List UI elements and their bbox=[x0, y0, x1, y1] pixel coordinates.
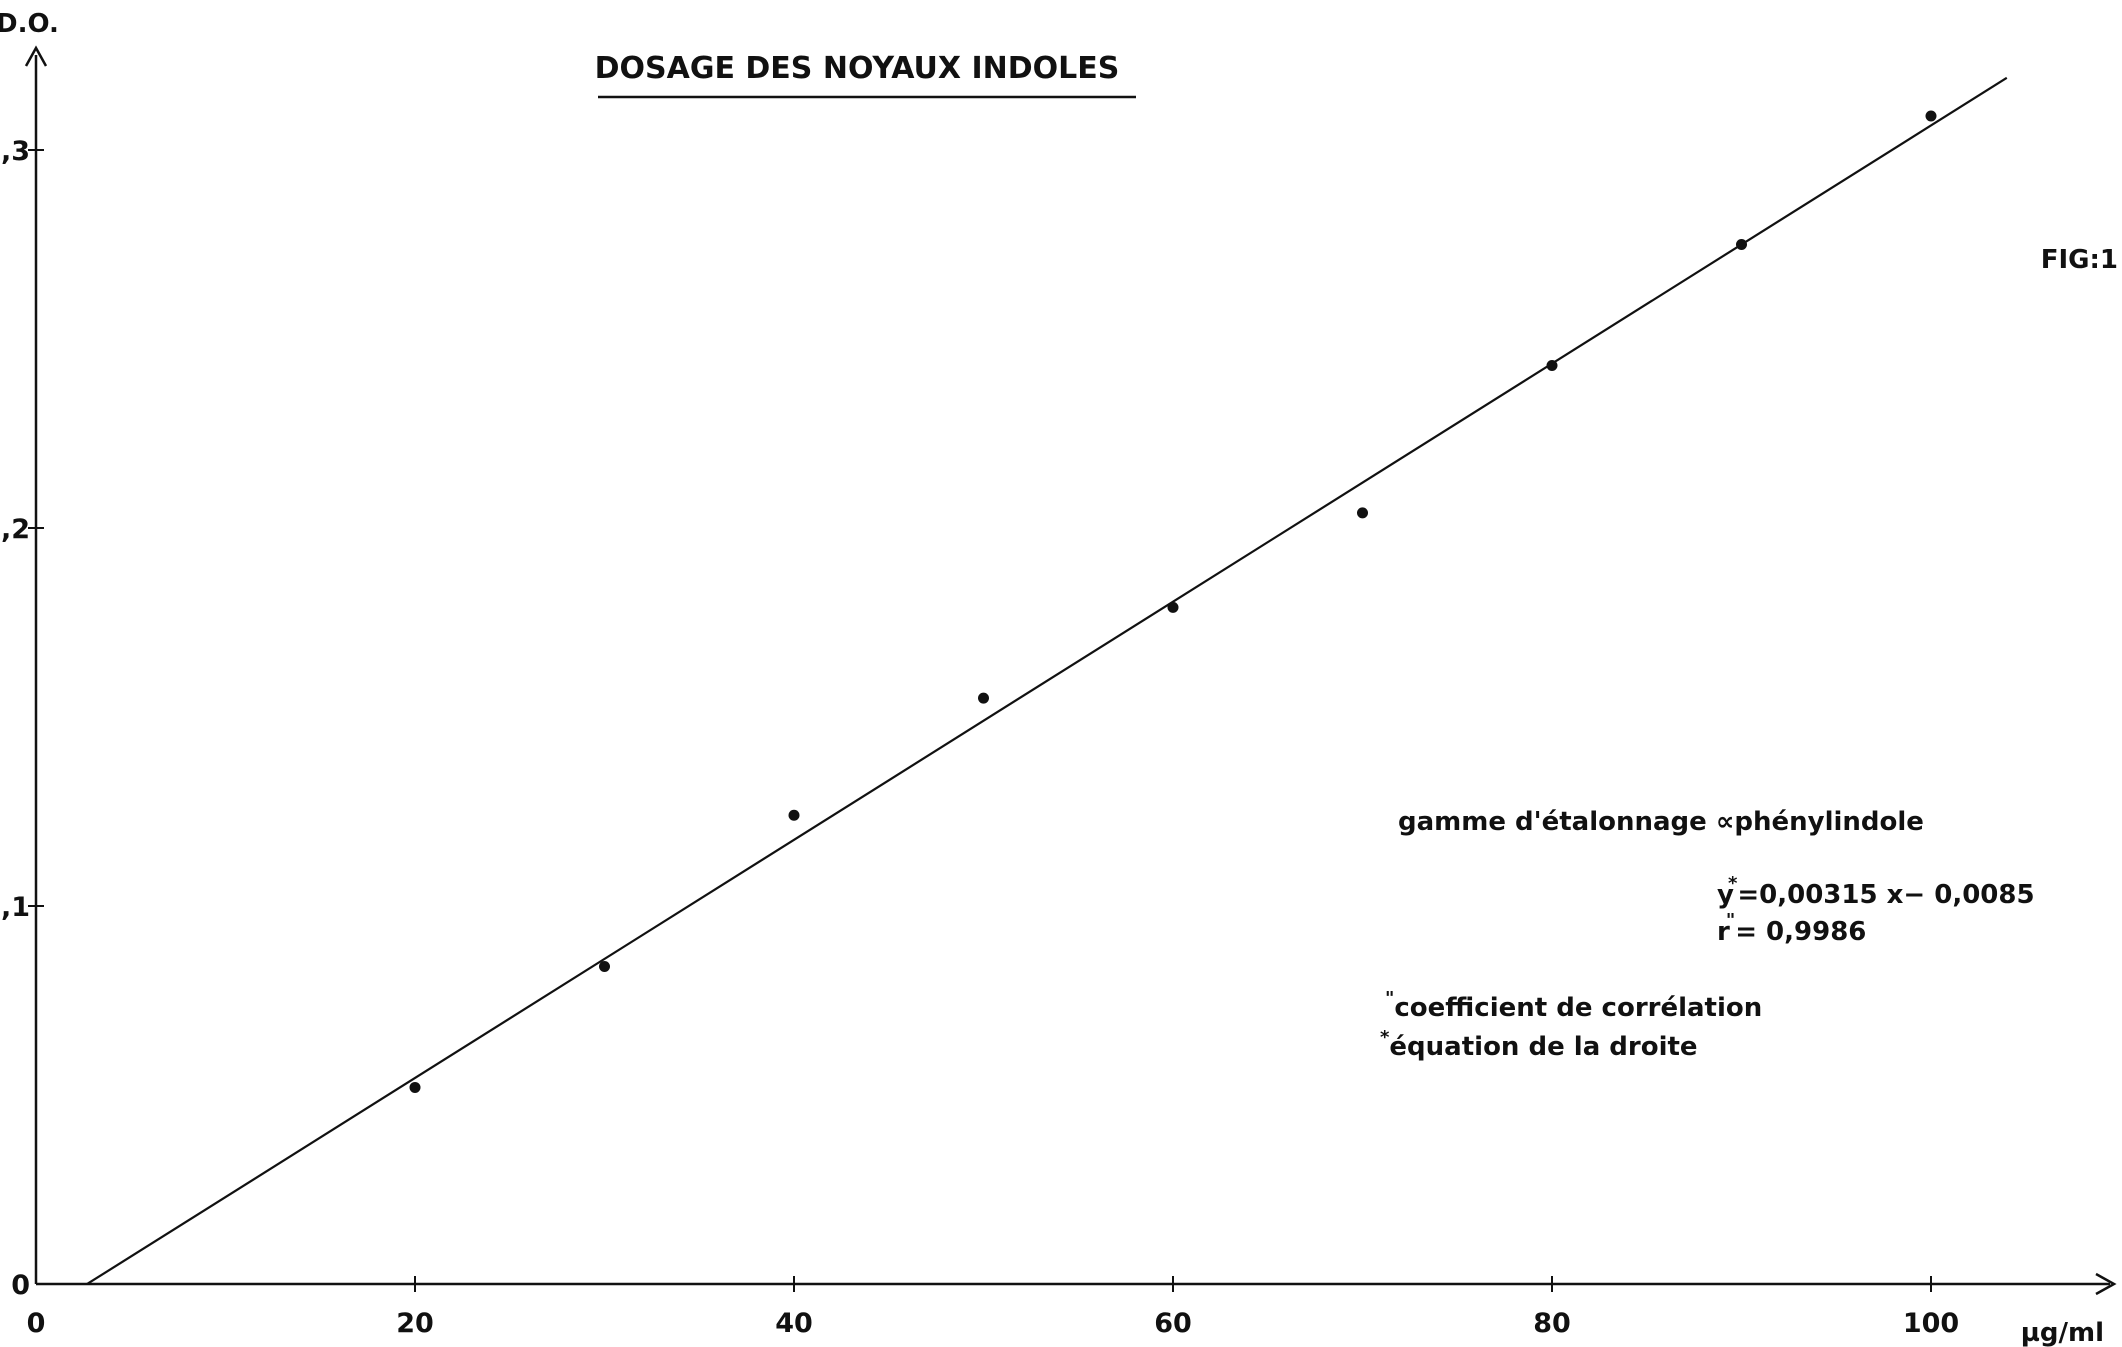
fit-line-group bbox=[86, 76, 2008, 1285]
correlation-text: = 0,9986 bbox=[1735, 917, 1866, 947]
x-tick-label: 20 bbox=[396, 1308, 434, 1339]
equation-y: y bbox=[1717, 880, 1734, 910]
x-tick-label: 0 bbox=[27, 1308, 46, 1339]
correlation-mark: " bbox=[1726, 910, 1735, 931]
x-tick-label: 80 bbox=[1533, 1308, 1571, 1339]
data-point bbox=[1925, 110, 1937, 122]
correlation-r: r bbox=[1717, 917, 1730, 947]
figure-label: FIG:1 bbox=[2041, 245, 2118, 275]
calibration-caption: gamme d'étalonnage ∝phénylindole bbox=[1398, 807, 1924, 837]
legend-equation-text: équation de la droite bbox=[1389, 1032, 1697, 1062]
data-point bbox=[1546, 359, 1558, 371]
equation-text: =0,00315 x− 0,0085 bbox=[1737, 880, 2034, 910]
equation-star: * bbox=[1728, 873, 1738, 894]
chart-title: DOSAGE DES NOYAUX INDOLES bbox=[595, 51, 1120, 86]
data-point bbox=[978, 692, 989, 704]
y-tick-label: ,1 bbox=[1, 892, 30, 923]
legend-correlation: "coefficient de corrélation bbox=[1385, 988, 1762, 1023]
data-point bbox=[1736, 239, 1747, 250]
y-axis-arrow-icon bbox=[24, 45, 48, 67]
x-tick-label: 60 bbox=[1154, 1308, 1192, 1339]
legend-correlation-text: coefficient de corrélation bbox=[1394, 993, 1762, 1023]
y-axis-label: D.O. bbox=[0, 9, 59, 39]
x-axis-label: µg/ml bbox=[2021, 1318, 2104, 1347]
equation-line: y*=0,00315 x− 0,0085 bbox=[1717, 873, 2035, 910]
correlation-line: r"= 0,9986 bbox=[1717, 910, 1866, 947]
ticks-group: 0 20 40 60 80 100 0 ,1 ,2 ,3 bbox=[1, 136, 1959, 1339]
data-point bbox=[1167, 601, 1179, 613]
legend-equation: *équation de la droite bbox=[1380, 1027, 1698, 1062]
y-tick-label: ,2 bbox=[1, 514, 30, 545]
data-point bbox=[788, 809, 800, 821]
data-points-group bbox=[409, 110, 1937, 1093]
x-tick-label: 100 bbox=[1903, 1308, 1959, 1339]
fit-line bbox=[86, 76, 2008, 1285]
data-point bbox=[599, 960, 610, 972]
legend-equation-mark: * bbox=[1380, 1027, 1390, 1048]
data-point bbox=[1357, 507, 1368, 519]
y-tick-label: ,3 bbox=[1, 136, 30, 167]
x-tick-label: 40 bbox=[775, 1308, 813, 1339]
legend-correlation-mark: " bbox=[1385, 988, 1394, 1009]
data-point bbox=[409, 1081, 421, 1093]
x-axis-arrow-icon bbox=[2095, 1272, 2117, 1296]
y-tick-label: 0 bbox=[11, 1270, 30, 1301]
